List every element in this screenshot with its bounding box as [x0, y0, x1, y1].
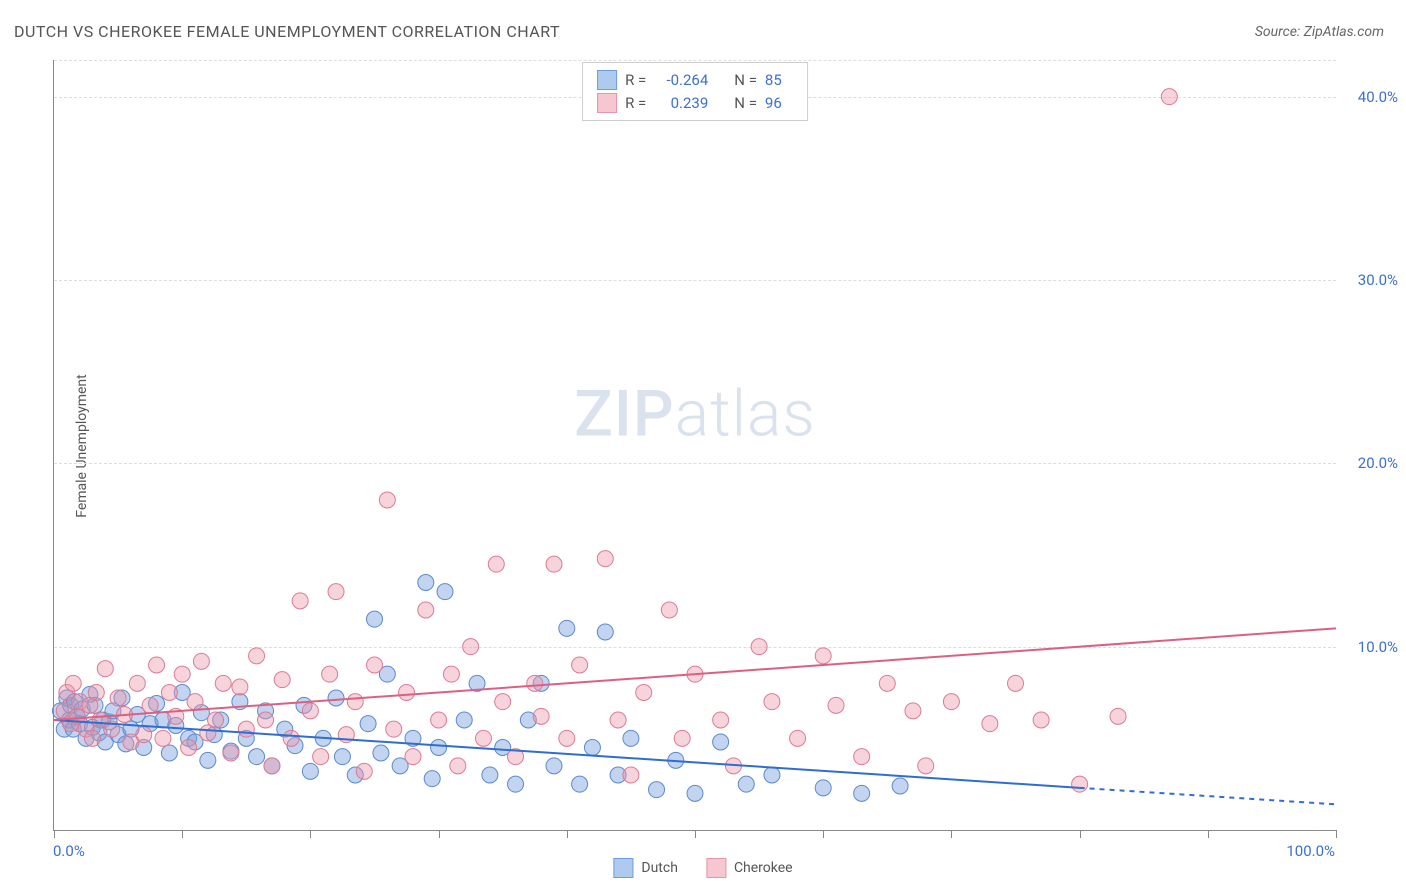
plot-area: ZIPatlas 10.0%20.0%30.0%40.0% R = -0.264… [53, 60, 1336, 831]
legend-item-cherokee: Cherokee [706, 858, 793, 878]
r-value-cherokee: 0.239 [654, 92, 708, 115]
r-label: R = [625, 69, 646, 92]
r-label: R = [625, 92, 646, 115]
legend-label-dutch: Dutch [641, 860, 678, 876]
stats-legend-box: R = -0.264 N = 85 R = 0.239 N = 96 [582, 62, 808, 121]
y-tick-label: 10.0% [1358, 638, 1398, 656]
source-prefix: Source: [1255, 24, 1304, 40]
y-tick-label: 30.0% [1358, 271, 1398, 289]
chart-container: DUTCH VS CHEROKEE FEMALE UNEMPLOYMENT CO… [0, 0, 1406, 892]
r-value-dutch: -0.264 [654, 69, 708, 92]
scatter-svg [54, 60, 1336, 830]
swatch-cherokee [597, 93, 617, 113]
x-tick-label: 0.0% [53, 842, 85, 860]
chart-title: DUTCH VS CHEROKEE FEMALE UNEMPLOYMENT CO… [14, 22, 560, 41]
n-label: N = [734, 69, 757, 92]
legend-swatch-cherokee [706, 858, 726, 878]
y-tick-label: 20.0% [1358, 454, 1398, 472]
n-value-dutch: 85 [765, 69, 793, 92]
legend-item-dutch: Dutch [613, 858, 678, 878]
source-link[interactable]: ZipAtlas.com [1304, 24, 1384, 40]
legend-swatch-dutch [613, 858, 633, 878]
legend-label-cherokee: Cherokee [734, 860, 793, 876]
source-attribution: Source: ZipAtlas.com [1255, 24, 1384, 40]
x-tick-label: 100.0% [1286, 842, 1335, 860]
n-label: N = [734, 92, 757, 115]
stats-row-dutch: R = -0.264 N = 85 [597, 69, 793, 92]
swatch-dutch [597, 70, 617, 90]
y-tick-label: 40.0% [1358, 88, 1398, 106]
bottom-legend: Dutch Cherokee [613, 858, 792, 878]
stats-row-cherokee: R = 0.239 N = 96 [597, 92, 793, 115]
n-value-cherokee: 96 [765, 92, 793, 115]
